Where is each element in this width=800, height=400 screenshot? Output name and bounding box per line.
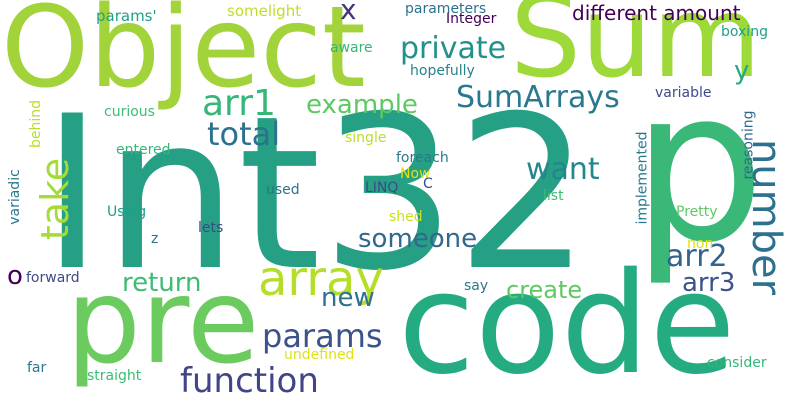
word-private: private	[400, 31, 507, 66]
word-boxing: boxing	[721, 24, 768, 40]
word-foreach: foreach	[396, 150, 449, 166]
word-reasoning: reasoning	[740, 110, 757, 180]
word-straight: straight	[87, 368, 142, 384]
word-arr1: arr1	[202, 83, 276, 124]
word-return: return	[122, 268, 202, 298]
word-consider: consider	[707, 355, 767, 371]
word-p: p	[632, 44, 766, 289]
word-take: take	[33, 157, 78, 241]
word-o: o	[7, 261, 23, 291]
word-example: example	[306, 90, 418, 120]
word-arr2: arr2	[666, 239, 728, 274]
word-curious: curious	[104, 104, 155, 120]
word-entered: entered	[116, 142, 171, 158]
word-used: used	[266, 182, 300, 198]
word-pre: pre	[66, 252, 260, 390]
word-object: Object	[1, 0, 366, 113]
word-int32: Int32	[41, 70, 591, 317]
word-arr3: arr3	[682, 268, 736, 298]
word-create: create	[506, 276, 583, 304]
word-using: Using	[107, 204, 147, 220]
word-z: z	[151, 231, 159, 247]
word-code: code	[398, 243, 736, 400]
word-function: function	[180, 361, 319, 400]
word-different-amount: different amount	[572, 1, 741, 25]
word-now: Now	[400, 166, 431, 182]
word-c: C	[423, 176, 433, 192]
word-forward: forward	[26, 270, 80, 286]
word-sum: Sum	[510, 0, 762, 103]
word-pretty: Pretty	[676, 204, 718, 220]
word-x: x	[340, 0, 357, 26]
word-far: far	[27, 360, 47, 376]
word-lets: lets	[198, 220, 224, 236]
word-new: new	[321, 283, 375, 313]
word-aware: aware	[330, 40, 373, 56]
word-somelight: somelight	[227, 2, 302, 20]
word-sumarrays: SumArrays	[456, 80, 620, 115]
word-linq: LINQ	[365, 180, 399, 196]
word-parameters: parameters	[405, 1, 487, 17]
word-y: y	[734, 56, 750, 86]
word-single: single	[345, 130, 387, 146]
word-params-quote: params'	[96, 7, 157, 25]
word-implemented: implemented	[634, 131, 651, 225]
word-array: array	[258, 251, 384, 307]
word-want: want	[526, 152, 600, 187]
word-variable: variable	[655, 85, 712, 101]
word-hopefully: hopefully	[410, 63, 475, 79]
word-shed: shed	[389, 209, 423, 225]
word-total: total	[207, 115, 281, 153]
word-params: params	[262, 317, 383, 355]
word-someone: someone	[358, 224, 478, 254]
word-non: non	[687, 236, 714, 252]
word-variadic: variadic	[6, 169, 23, 225]
word-integer: Integer	[446, 11, 497, 27]
word-list: list	[543, 188, 564, 204]
word-say: say	[464, 278, 489, 294]
word-behind: behind	[28, 99, 45, 149]
word-undefined: undefined	[284, 347, 355, 363]
